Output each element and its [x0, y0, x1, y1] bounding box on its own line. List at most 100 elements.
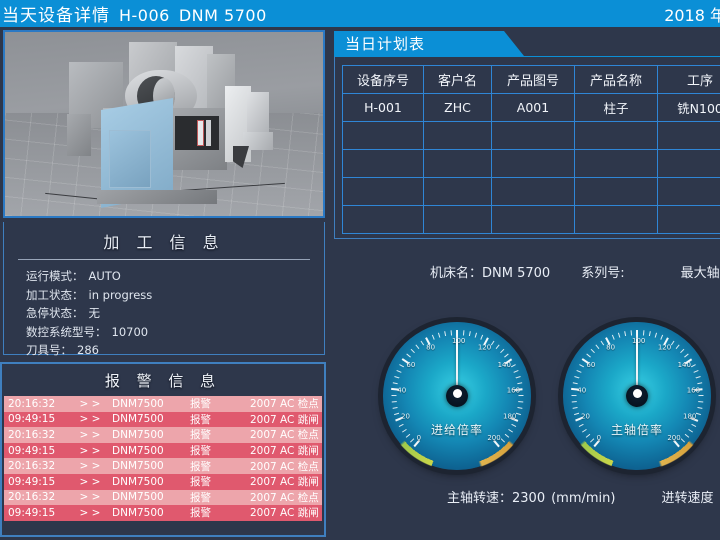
alarm-arrow: > > — [79, 475, 101, 488]
table-cell — [491, 205, 575, 234]
alarm-code: 2007 AC 跳闸 — [250, 507, 319, 520]
status-line: 主轴转速： 2300 (mm/min) 进转速度 — [334, 487, 720, 506]
gauge-tick-label: 60 — [406, 361, 416, 370]
alarm-arrow: > > — [79, 413, 101, 426]
processing-info-row: 刀具号： 286 — [26, 341, 324, 360]
gauge-tick-label: 140 — [497, 361, 511, 370]
gauge-tick-label: 100 — [632, 337, 646, 345]
table-cell: A001 — [491, 93, 575, 122]
alarm-code: 2007 AC 跳闸 — [250, 413, 319, 426]
alarm-type: 报警 — [190, 460, 211, 473]
max-axes-label: 最大轴数 — [680, 266, 720, 281]
gauge-hub — [626, 385, 648, 407]
alarm-device: DNM7500 — [112, 428, 164, 441]
gauge-tick-label: 60 — [586, 361, 596, 370]
estop-status-value: 无 — [88, 306, 101, 320]
tool-number-label: 刀具号： — [26, 343, 72, 357]
alarm-list[interactable]: 20:16:32 > > DNM7500 报警 2007 AC 检点 09:49:15 > … — [2, 396, 324, 521]
table-cell — [342, 205, 424, 234]
gauge-tick-label: 120 — [657, 343, 672, 352]
alarm-type: 报警 — [190, 413, 211, 426]
column-header-equipment-no: 设备序号 — [342, 65, 424, 94]
gauge-tick-label: 200 — [667, 434, 681, 443]
alarm-row[interactable]: 20:16:32 > > DNM7500 报警 2007 AC 检点 — [4, 427, 322, 443]
alarm-info-panel: 报 警 信 息 20:16:32 > > DNM7500 报警 2007 AC 检点 09… — [0, 362, 326, 537]
alarm-row[interactable]: 09:49:15 > > DNM7500 报警 2007 AC 跳闸 — [4, 473, 322, 490]
machine-meta-line: 机床名： DNM 5700 系列号: 最大轴数 — [334, 262, 720, 281]
alarm-device: DNM7500 — [112, 506, 164, 519]
alarm-time: 09:49:15 — [8, 475, 56, 488]
alarm-arrow: > > — [79, 397, 101, 410]
cnc-machine-model — [57, 40, 287, 210]
table-row[interactable] — [342, 177, 720, 206]
alarm-code: 2007 AC 检点 — [250, 398, 319, 411]
alarm-time: 20:16:32 — [8, 428, 56, 441]
alarm-time: 09:49:15 — [8, 444, 56, 457]
alarm-arrow: > > — [79, 444, 101, 457]
table-cell — [657, 205, 720, 234]
estop-status-label: 急停状态： — [26, 306, 84, 320]
table-cell — [574, 121, 658, 150]
table-cell — [491, 121, 575, 150]
column-header-drawing-no: 产品图号 — [491, 65, 575, 94]
alarm-device: DNM7500 — [112, 397, 164, 410]
gauge-tick-label: 120 — [477, 343, 492, 352]
alarm-row[interactable]: 09:49:15 > > DNM7500 报警 2007 AC 跳闸 — [4, 442, 322, 459]
alarm-time: 09:49:15 — [8, 506, 56, 519]
table-header-row: 设备序号 客户名 产品图号 产品名称 工序 — [342, 65, 720, 94]
gauge-tick-label: 140 — [677, 361, 691, 370]
column-header-customer: 客户名 — [423, 65, 492, 94]
gauge-tick-label: 100 — [452, 337, 466, 345]
alarm-row[interactable]: 20:16:32 > > DNM7500 报警 2007 AC 检点 — [4, 489, 322, 506]
alarm-info-title: 报 警 信 息 — [104, 372, 222, 390]
alarm-row[interactable]: 09:49:15 > > DNM7500 报警 2007 AC 跳闸 — [4, 411, 322, 428]
page-title: 当天设备详情 — [2, 6, 110, 26]
alarm-type: 报警 — [190, 476, 211, 489]
table-cell — [657, 121, 720, 150]
table-row[interactable] — [342, 149, 720, 178]
alarm-time: 20:16:32 — [8, 460, 56, 473]
gauge-tick-label: 80 — [606, 343, 616, 352]
alarm-arrow: > > — [79, 491, 101, 504]
table-cell — [657, 177, 720, 206]
table-row[interactable] — [342, 121, 720, 150]
alarm-code: 2007 AC 检点 — [250, 491, 319, 504]
processing-info-row: 加工状态： in progress — [26, 286, 324, 305]
table-cell: H-001 — [342, 93, 424, 122]
alarm-time: 09:49:15 — [8, 413, 56, 426]
machine-name-value: DNM 5700 — [482, 266, 551, 281]
alarm-device: DNM7500 — [112, 413, 164, 426]
processing-info-row: 运行模式： AUTO — [26, 267, 324, 286]
table-row[interactable]: H-001 ZHC A001 柱子 铣N100 — [342, 93, 720, 122]
plan-table-tab-label: 当日计划表 — [345, 35, 426, 53]
gauge-tick-label: 180 — [502, 412, 517, 421]
processing-info-divider — [18, 259, 310, 260]
alarm-row[interactable]: 20:16:32 > > DNM7500 报警 2007 AC 检点 — [4, 396, 322, 412]
gauge-tick-label: 40 — [577, 386, 587, 395]
alarm-type: 报警 — [190, 429, 211, 442]
processing-info-title: 加 工 信 息 — [103, 233, 225, 252]
processing-info-list: 运行模式： AUTO 加工状态： in progress 急停状态： 无 数控系… — [4, 260, 324, 360]
machine-model: DNM 5700 — [178, 6, 267, 25]
alarm-code: 2007 AC 检点 — [250, 460, 319, 473]
plan-table: 设备序号 客户名 产品图号 产品名称 工序 H-001 ZHC A001 柱子 铣N10… — [342, 65, 720, 234]
machine-3d-view — [3, 30, 325, 218]
run-mode-label: 运行模式： — [26, 269, 84, 283]
table-cell — [574, 149, 658, 178]
gauge-hub — [446, 385, 468, 407]
alarm-code: 2007 AC 跳闸 — [250, 476, 319, 489]
plan-table-body: H-001 ZHC A001 柱子 铣N100 — [342, 93, 720, 234]
serial-number-label: 系列号: — [581, 266, 625, 281]
alarm-type: 报警 — [190, 398, 211, 411]
tool-number-value: 286 — [77, 343, 99, 357]
plan-table-tab[interactable]: 当日计划表 — [334, 31, 524, 56]
table-row[interactable] — [342, 205, 720, 234]
processing-info-row: 数控系统型号： 10700 — [26, 323, 324, 342]
machine-name-label: 机床名： — [430, 266, 483, 281]
alarm-device: DNM7500 — [112, 491, 164, 504]
alarm-row[interactable]: 09:49:15 > > DNM7500 报警 2007 AC 跳闸 — [4, 505, 322, 521]
machining-status-label: 加工状态： — [26, 287, 84, 302]
gauge-ticks: 0 20 40 60 80 100 120 140 160 180 200 — [383, 322, 531, 470]
alarm-row[interactable]: 20:16:32 > > DNM7500 报警 2007 AC 检点 — [4, 458, 322, 474]
table-cell — [423, 205, 492, 234]
